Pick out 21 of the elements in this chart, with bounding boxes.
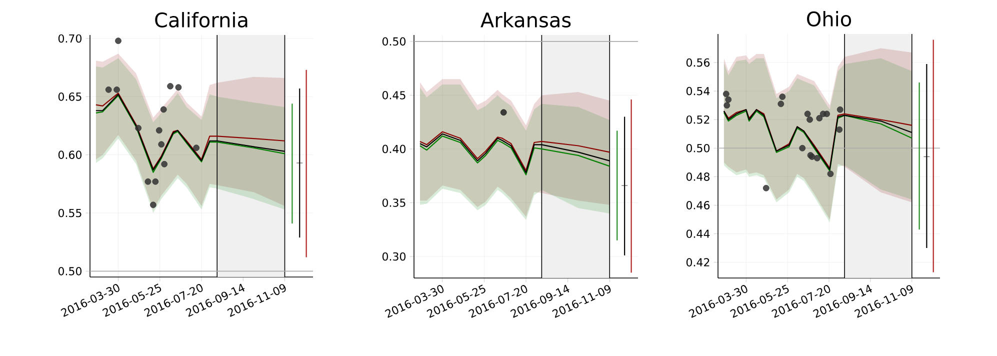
y-tick-label: 0.50 <box>58 267 82 276</box>
y-tick-label: 0.45 <box>382 91 406 100</box>
chart-title: Ohio <box>807 11 852 26</box>
y-tick-label: 0.35 <box>382 198 406 207</box>
y-tick-label: 0.50 <box>382 37 406 46</box>
y-tick-label: 0.30 <box>382 252 406 261</box>
y-tick-label: 0.44 <box>686 230 710 238</box>
y-tick-label: 0.42 <box>686 258 710 266</box>
y-tick-label: 0.70 <box>58 34 82 43</box>
y-tick-label: 0.55 <box>58 208 82 218</box>
chart-title: California <box>155 12 248 28</box>
y-tick-label: 0.54 <box>686 86 710 96</box>
y-tick-label: 0.50 <box>686 144 710 152</box>
y-tick-label: 0.46 <box>686 201 710 210</box>
y-tick-label: 0.65 <box>58 92 82 101</box>
y-tick-label: 0.48 <box>686 172 710 181</box>
chart-title: Arkansas <box>480 12 571 28</box>
y-tick-label: 0.40 <box>382 144 406 154</box>
y-tick-label: 0.60 <box>58 150 82 159</box>
y-tick-label: 0.56 <box>686 58 710 67</box>
y-tick-label: 0.52 <box>686 115 710 124</box>
